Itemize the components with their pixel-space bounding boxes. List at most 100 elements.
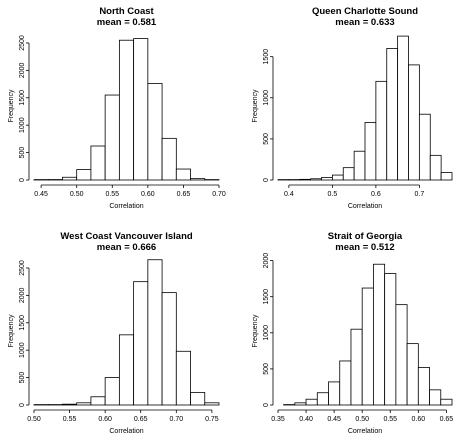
panel-subtitle: mean = 0.512 bbox=[335, 242, 394, 253]
x-axis-label: Correlation bbox=[109, 203, 143, 210]
histogram-bar bbox=[90, 396, 106, 406]
y-tick-label: 1000 bbox=[19, 117, 26, 133]
y-tick-label: 2000 bbox=[19, 287, 26, 303]
histogram-bar bbox=[147, 83, 163, 181]
y-tick-label: 2500 bbox=[19, 260, 26, 276]
histogram-bar bbox=[62, 403, 78, 406]
histogram-bar bbox=[118, 39, 135, 181]
histogram-bar bbox=[299, 178, 312, 181]
histogram-bar bbox=[386, 48, 399, 181]
x-tick-label: 0.6 bbox=[371, 191, 381, 198]
histogram-bar bbox=[375, 80, 388, 181]
panel-subtitle: mean = 0.633 bbox=[335, 17, 394, 28]
histogram-bar bbox=[305, 398, 318, 406]
y-axis-label: Frequency bbox=[252, 314, 259, 348]
x-tick-label: 0.60 bbox=[98, 416, 112, 423]
x-tick-label: 0.7 bbox=[415, 191, 425, 198]
histogram-bar bbox=[429, 154, 442, 181]
histogram-bar bbox=[161, 137, 177, 181]
histogram-bar bbox=[321, 177, 333, 181]
histogram-bar bbox=[175, 168, 191, 181]
histogram-bar bbox=[373, 263, 386, 406]
x-tick-label: 0.50 bbox=[70, 191, 84, 198]
histogram-bar bbox=[418, 113, 431, 181]
x-axis-label: Correlation bbox=[109, 428, 143, 435]
y-tick-label: 1000 bbox=[263, 325, 270, 341]
y-tick-label: 0 bbox=[19, 178, 26, 182]
x-tick-label: 0.55 bbox=[63, 416, 77, 423]
y-tick-label: 1500 bbox=[19, 90, 26, 106]
histogram-bar bbox=[62, 176, 78, 181]
panel-subtitle: mean = 0.666 bbox=[97, 242, 156, 253]
y-tick-label: 2000 bbox=[19, 62, 26, 78]
x-tick-label: 0.65 bbox=[440, 416, 454, 423]
panel-subtitle: mean = 0.581 bbox=[97, 17, 157, 28]
panel-title: West Coast Vancouver Island bbox=[60, 231, 193, 242]
histogram-bar bbox=[328, 381, 341, 406]
histogram-bar bbox=[104, 94, 120, 181]
x-tick-label: 0.65 bbox=[134, 416, 148, 423]
histogram-bar bbox=[353, 150, 366, 181]
x-tick-label: 0.4 bbox=[284, 191, 294, 198]
x-tick-label: 0.60 bbox=[141, 191, 155, 198]
histogram-bar bbox=[175, 350, 191, 406]
y-tick-label: 2000 bbox=[263, 253, 270, 269]
panel-title: North Coast bbox=[99, 6, 154, 17]
x-tick-label: 0.60 bbox=[412, 416, 426, 423]
y-tick-label: 0 bbox=[263, 403, 270, 407]
x-tick-label: 0.55 bbox=[383, 416, 397, 423]
y-tick-label: 1500 bbox=[263, 289, 270, 305]
x-tick-label: 0.50 bbox=[355, 416, 369, 423]
y-tick-label: 2500 bbox=[19, 35, 26, 51]
x-tick-label: 0.50 bbox=[27, 416, 41, 423]
histogram-bar bbox=[294, 402, 307, 406]
histogram-bar bbox=[384, 273, 397, 406]
histogram-bar bbox=[339, 360, 352, 406]
histogram-bar bbox=[133, 281, 149, 406]
x-tick-label: 0.70 bbox=[169, 416, 183, 423]
histogram-bar bbox=[190, 178, 206, 181]
x-tick-label: 0.55 bbox=[105, 191, 119, 198]
histogram-bar bbox=[310, 178, 322, 181]
x-axis-label: Correlation bbox=[348, 203, 382, 210]
y-tick-label: 500 bbox=[19, 147, 26, 159]
y-tick-label: 1500 bbox=[19, 315, 26, 331]
y-axis-label: Frequency bbox=[8, 314, 15, 348]
y-tick-label: 500 bbox=[263, 363, 270, 375]
x-tick-label: 0.70 bbox=[212, 191, 226, 198]
x-tick-label: 0.40 bbox=[299, 416, 313, 423]
histogram-bar bbox=[364, 122, 377, 181]
x-tick-label: 0.65 bbox=[177, 191, 191, 198]
histogram-bar bbox=[204, 402, 220, 406]
histogram-bar bbox=[429, 389, 442, 406]
y-axis-label: Frequency bbox=[8, 89, 15, 123]
y-tick-label: 500 bbox=[263, 133, 270, 145]
histogram-bar bbox=[361, 287, 374, 406]
y-tick-label: 1000 bbox=[19, 342, 26, 358]
histogram-bar bbox=[76, 169, 92, 181]
histogram-bar bbox=[342, 167, 355, 181]
histogram-bar bbox=[104, 377, 120, 406]
histogram-bar bbox=[408, 64, 420, 181]
histogram-bar bbox=[190, 391, 206, 406]
x-tick-label: 0.45 bbox=[34, 191, 48, 198]
histogram-bar bbox=[118, 334, 135, 406]
y-tick-label: 0 bbox=[19, 403, 26, 407]
histogram-bar bbox=[350, 328, 363, 406]
panel-title: Queen Charlotte Sound bbox=[312, 6, 418, 17]
x-axis-label: Correlation bbox=[348, 428, 382, 435]
x-tick-label: 0.45 bbox=[327, 416, 341, 423]
panel-title: Strait of Georgia bbox=[328, 231, 403, 242]
histogram-bar bbox=[161, 292, 177, 406]
histogram-bar bbox=[90, 145, 106, 181]
y-axis-label: Frequency bbox=[252, 89, 259, 123]
x-tick-label: 0.35 bbox=[271, 416, 285, 423]
y-tick-label: 1000 bbox=[263, 90, 270, 106]
histogram-bar bbox=[133, 38, 149, 181]
x-tick-label: 0.5 bbox=[328, 191, 338, 198]
histogram-bar bbox=[440, 172, 453, 181]
